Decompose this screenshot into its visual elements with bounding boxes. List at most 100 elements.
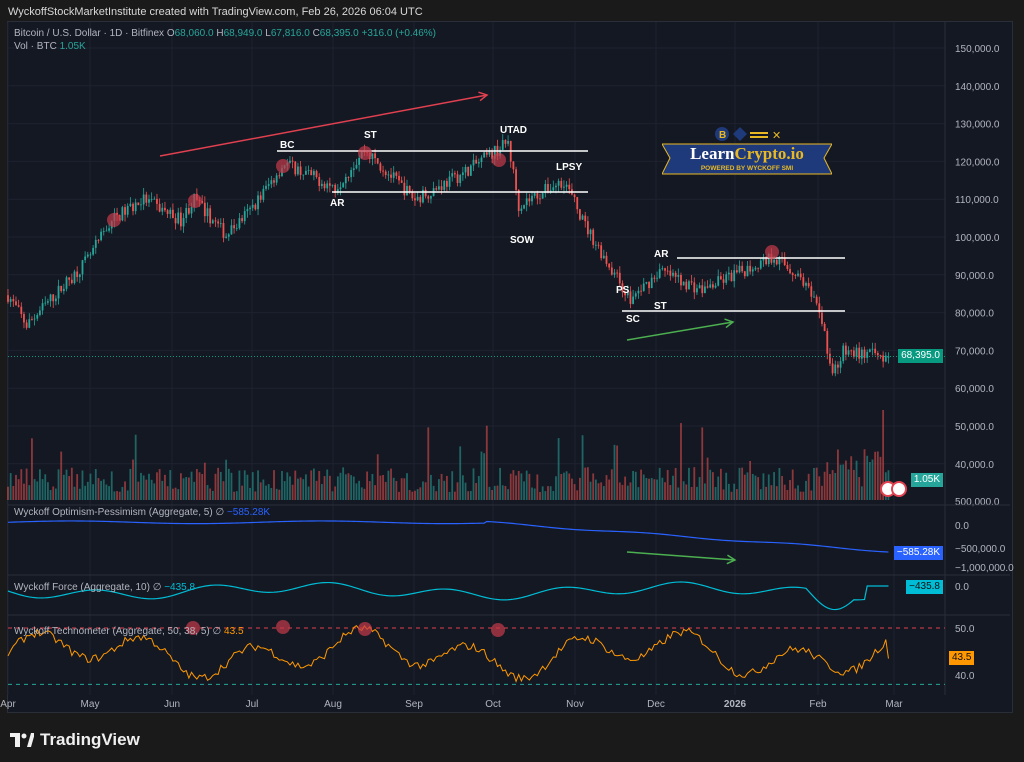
candle-body [754, 267, 757, 270]
candle-body [541, 193, 544, 199]
highlight-circle [491, 623, 505, 637]
volume-bar [581, 435, 584, 500]
volume-bar [544, 491, 547, 500]
candle-body [610, 267, 613, 275]
candle-body [698, 285, 701, 289]
volume-bar [169, 470, 172, 500]
candle-body [786, 265, 789, 269]
volume-bar [469, 490, 472, 500]
symbol-legend: Bitcoin / U.S. Dollar · 1D · Bitfinex O6… [14, 28, 436, 39]
volume-bar [547, 486, 549, 500]
x-tick-label: Nov [566, 699, 584, 710]
volume-bar [459, 446, 462, 500]
candle-body [842, 345, 845, 362]
volume-bar [573, 484, 576, 500]
wyckoff-label: SOW [510, 235, 534, 246]
volume-bar [262, 479, 265, 500]
volume-bar [706, 457, 709, 500]
volume-bar [727, 483, 730, 500]
volume-bar [326, 469, 329, 500]
volume-bar [467, 491, 470, 500]
candle-body [9, 299, 12, 302]
chart-frame[interactable] [7, 21, 1013, 713]
candle-body [408, 185, 411, 192]
open-label: O [166, 28, 175, 39]
volume-bar [701, 427, 704, 500]
volume-bar [605, 475, 608, 500]
candle-body [395, 172, 398, 176]
candle-body [528, 198, 531, 202]
volume-bar [672, 475, 674, 500]
candle-body [696, 288, 698, 293]
volume-bar [374, 485, 376, 500]
hide-icon[interactable]: ∅ [215, 507, 225, 518]
trend-arrow-head [724, 318, 735, 329]
candle-body [821, 312, 823, 324]
volume-bar [25, 468, 28, 500]
force-line [7, 581, 889, 611]
trend-arrow-head [726, 554, 737, 565]
candle-body [773, 259, 775, 263]
tradingview-logo[interactable]: TradingView [10, 730, 140, 750]
volume-bar [863, 449, 866, 500]
trend-arrow [626, 321, 734, 341]
highlight-circle [276, 159, 290, 173]
volume-bar [680, 423, 682, 500]
wyckoff-label: AR [330, 198, 345, 209]
volume-bar [472, 468, 475, 500]
candle-body [336, 189, 339, 193]
volume-bar [36, 481, 39, 500]
candle-body [297, 166, 299, 175]
volume-bar [310, 470, 313, 500]
hide-icon[interactable]: ∅ [212, 626, 222, 637]
candle-body [65, 277, 68, 289]
candle-body [672, 272, 674, 276]
candle-body [547, 183, 549, 193]
volume-bar [866, 455, 869, 500]
volume-bar [424, 482, 427, 500]
candle-body [799, 273, 802, 278]
candle-body [810, 286, 813, 297]
volume-bar [227, 468, 230, 500]
force-value: −435.8 [164, 582, 196, 593]
y-tick-label: 70,000.0 [955, 346, 994, 357]
volume-bar [557, 438, 560, 500]
candle-body [262, 188, 265, 200]
candle-body [469, 165, 472, 176]
candle-body [674, 272, 677, 277]
candle-body [185, 208, 188, 219]
candle-body [480, 157, 483, 163]
candle-body [443, 181, 446, 190]
volume-bar [799, 491, 802, 500]
candle-body [802, 277, 805, 286]
volume-bar [222, 481, 225, 500]
candle-body [576, 197, 579, 210]
candle-body [347, 177, 350, 178]
volume-bar [850, 456, 853, 500]
candle-body [201, 200, 204, 203]
hide-icon[interactable]: ∅ [152, 582, 162, 593]
candle-body [81, 260, 84, 275]
candle-body [187, 208, 190, 214]
candle-body [525, 198, 528, 206]
volume-bar [230, 472, 233, 500]
volume-bar [879, 456, 882, 500]
wyckoff-label: PS [616, 285, 630, 296]
candle-body [608, 263, 611, 268]
volume-bar [533, 488, 536, 500]
candle-body [414, 198, 416, 201]
volume-bar [746, 472, 749, 500]
candle-body [7, 295, 9, 302]
volume-bar [618, 482, 621, 500]
candle-body [70, 279, 73, 284]
y-tick-label: 50,000.0 [955, 422, 994, 433]
candle-body [456, 174, 459, 184]
volume-bar [57, 469, 60, 500]
candle-body [512, 161, 515, 170]
candle-body [158, 203, 161, 212]
candle-body [507, 141, 509, 144]
volume-bar [9, 473, 12, 500]
candle-body [76, 271, 79, 277]
candle-body [102, 231, 105, 232]
